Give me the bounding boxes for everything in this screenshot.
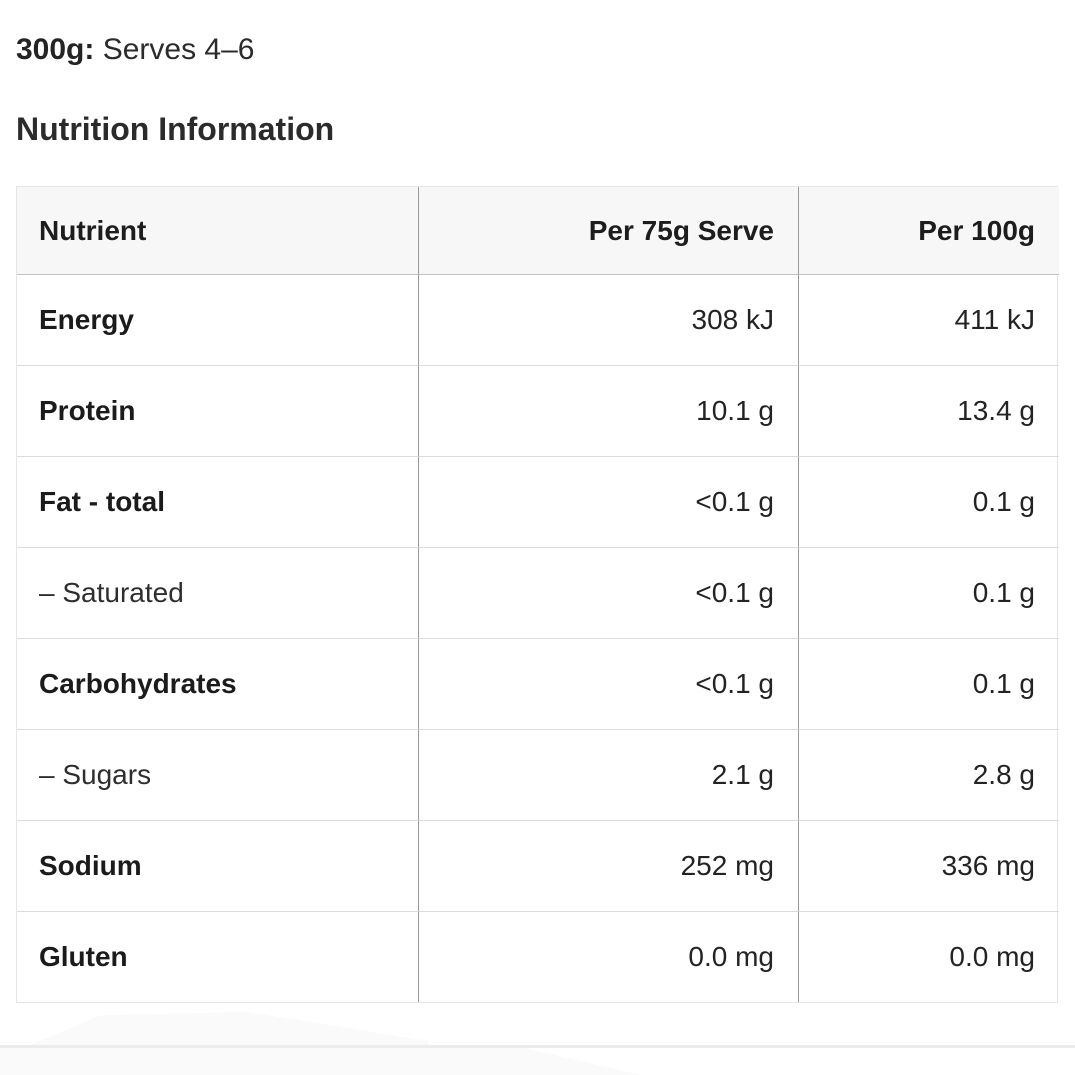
- nutrient-label: Sodium: [39, 850, 142, 881]
- table-row-energy-per-serve: 308 kJ: [418, 274, 798, 365]
- serving-weight-label: 300g:: [16, 33, 95, 66]
- table-row-carbohydrates-per-serve: <0.1 g: [418, 638, 798, 729]
- nutrient-label: Energy: [39, 304, 134, 335]
- table-row-gluten-per-serve: 0.0 mg: [418, 911, 798, 1002]
- page-title: Nutrition Information: [16, 111, 335, 147]
- table-row-saturated-per-serve: <0.1 g: [418, 547, 798, 638]
- table-row-fat-total-per-serve: <0.1 g: [418, 456, 798, 547]
- table-row-sugars-per-serve: 2.1 g: [418, 729, 798, 820]
- table-row-fat-total-name: Fat - total: [17, 456, 418, 547]
- table-row-energy-per-100g: 411 kJ: [798, 274, 1059, 365]
- table-row-carbohydrates-per-100g: 0.1 g: [798, 638, 1059, 729]
- faint-watermark-shape: [0, 1048, 640, 1075]
- nutrient-label: Protein: [39, 395, 136, 426]
- table-row-fat-total-per-100g: 0.1 g: [798, 456, 1059, 547]
- serving-size-line: 300g: Serves 4–6: [16, 33, 254, 67]
- table-row-sugars-per-100g: 2.8 g: [798, 729, 1059, 820]
- table-row-saturated-name: – Saturated: [17, 547, 418, 638]
- table-row-sugars-name: – Sugars: [17, 729, 418, 820]
- table-row-protein-name: Protein: [17, 365, 418, 456]
- nutrient-label: – Saturated: [39, 577, 184, 608]
- table-row-carbohydrates-name: Carbohydrates: [17, 638, 418, 729]
- faint-watermark-shape: [28, 1012, 428, 1046]
- column-header-nutrient: Nutrient: [17, 187, 418, 274]
- nutrient-label: – Sugars: [39, 759, 152, 790]
- table-row-gluten-name: Gluten: [17, 911, 418, 1002]
- table-row-sodium-per-serve: 252 mg: [418, 820, 798, 911]
- nutrient-label: Carbohydrates: [39, 668, 237, 699]
- table-row-sodium-per-100g: 336 mg: [798, 820, 1059, 911]
- table-row-sodium-name: Sodium: [17, 820, 418, 911]
- nutrition-table: Nutrient Per 75g Serve Per 100g Energy 3…: [16, 186, 1059, 1003]
- table-row-energy-name: Energy: [17, 274, 418, 365]
- nutrient-label: Gluten: [39, 941, 128, 972]
- nutrient-label: Fat - total: [39, 486, 165, 517]
- table-row-gluten-per-100g: 0.0 mg: [798, 911, 1059, 1002]
- column-header-per-100g: Per 100g: [798, 187, 1059, 274]
- section-divider: [0, 1045, 1075, 1048]
- column-header-per-serve: Per 75g Serve: [418, 187, 798, 274]
- table-row-saturated-per-100g: 0.1 g: [798, 547, 1059, 638]
- table-row-protein-per-100g: 13.4 g: [798, 365, 1059, 456]
- table-row-protein-per-serve: 10.1 g: [418, 365, 798, 456]
- serving-detail-text: Serves 4–6: [94, 33, 255, 66]
